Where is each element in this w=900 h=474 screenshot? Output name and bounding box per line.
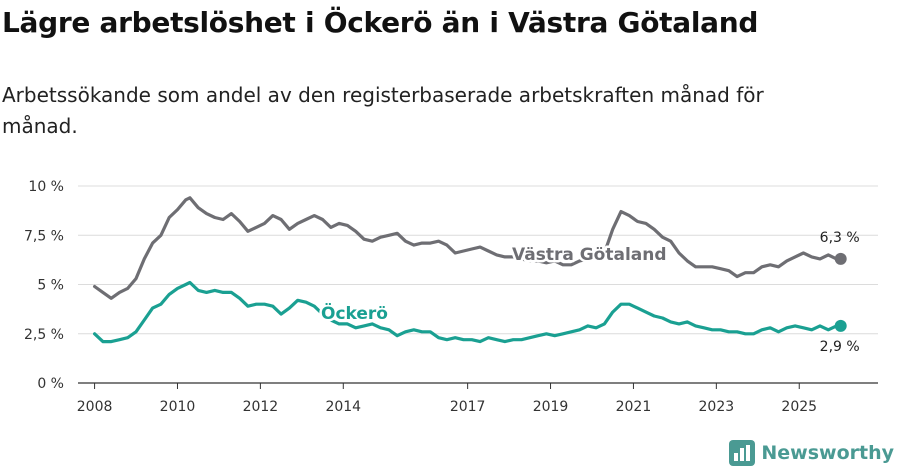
x-tick-label: 2021: [616, 399, 652, 415]
brand-name: Newsworthy: [761, 442, 894, 464]
y-tick-label: 5 %: [37, 278, 64, 294]
chart-title: Lägre arbetslöshet i Öckerö än i Västra …: [2, 6, 759, 39]
x-tick-label: 2008: [77, 399, 113, 415]
x-tick-label: 2017: [450, 399, 486, 415]
y-axis-ticks: 0 % 2,5 % 5 % 7,5 % 10 %: [24, 179, 64, 392]
chart-subtitle: Arbetssökande som andel av den registerb…: [2, 83, 764, 138]
x-axis-ticks: 2008 2010 2012 2014 2017 2019 2021 2023 2025: [77, 383, 817, 415]
x-tick-label: 2019: [533, 399, 569, 415]
series-name-label: Västra Götaland: [512, 245, 667, 265]
y-tick-label: 7,5 %: [24, 228, 64, 244]
x-tick-label: 2012: [243, 399, 279, 415]
end-value-label: 2,9 %: [820, 339, 860, 355]
series-name-label: Öckerö: [321, 302, 388, 324]
grid-lines: [78, 185, 878, 384]
x-tick-label: 2010: [160, 399, 196, 415]
series-end-point: [834, 252, 847, 265]
x-tick-label: 2014: [325, 399, 361, 415]
end-value-label: 6,3 %: [820, 230, 860, 246]
y-tick-label: 10 %: [28, 179, 64, 195]
brand: Newsworthy: [729, 440, 894, 466]
series-line: [93, 196, 843, 300]
y-tick-label: 2,5 %: [24, 327, 64, 343]
series-end-point: [834, 319, 847, 332]
series-line: [93, 280, 843, 344]
bar-chart-logo-icon: [729, 440, 756, 466]
series-lines: [93, 196, 847, 344]
x-tick-label: 2023: [699, 399, 735, 415]
series-labels: 6,3 % 2,9 % Västra Götaland Öckerö: [319, 230, 860, 355]
x-tick-label: 2025: [781, 399, 817, 415]
y-tick-label: 0 %: [37, 376, 64, 392]
